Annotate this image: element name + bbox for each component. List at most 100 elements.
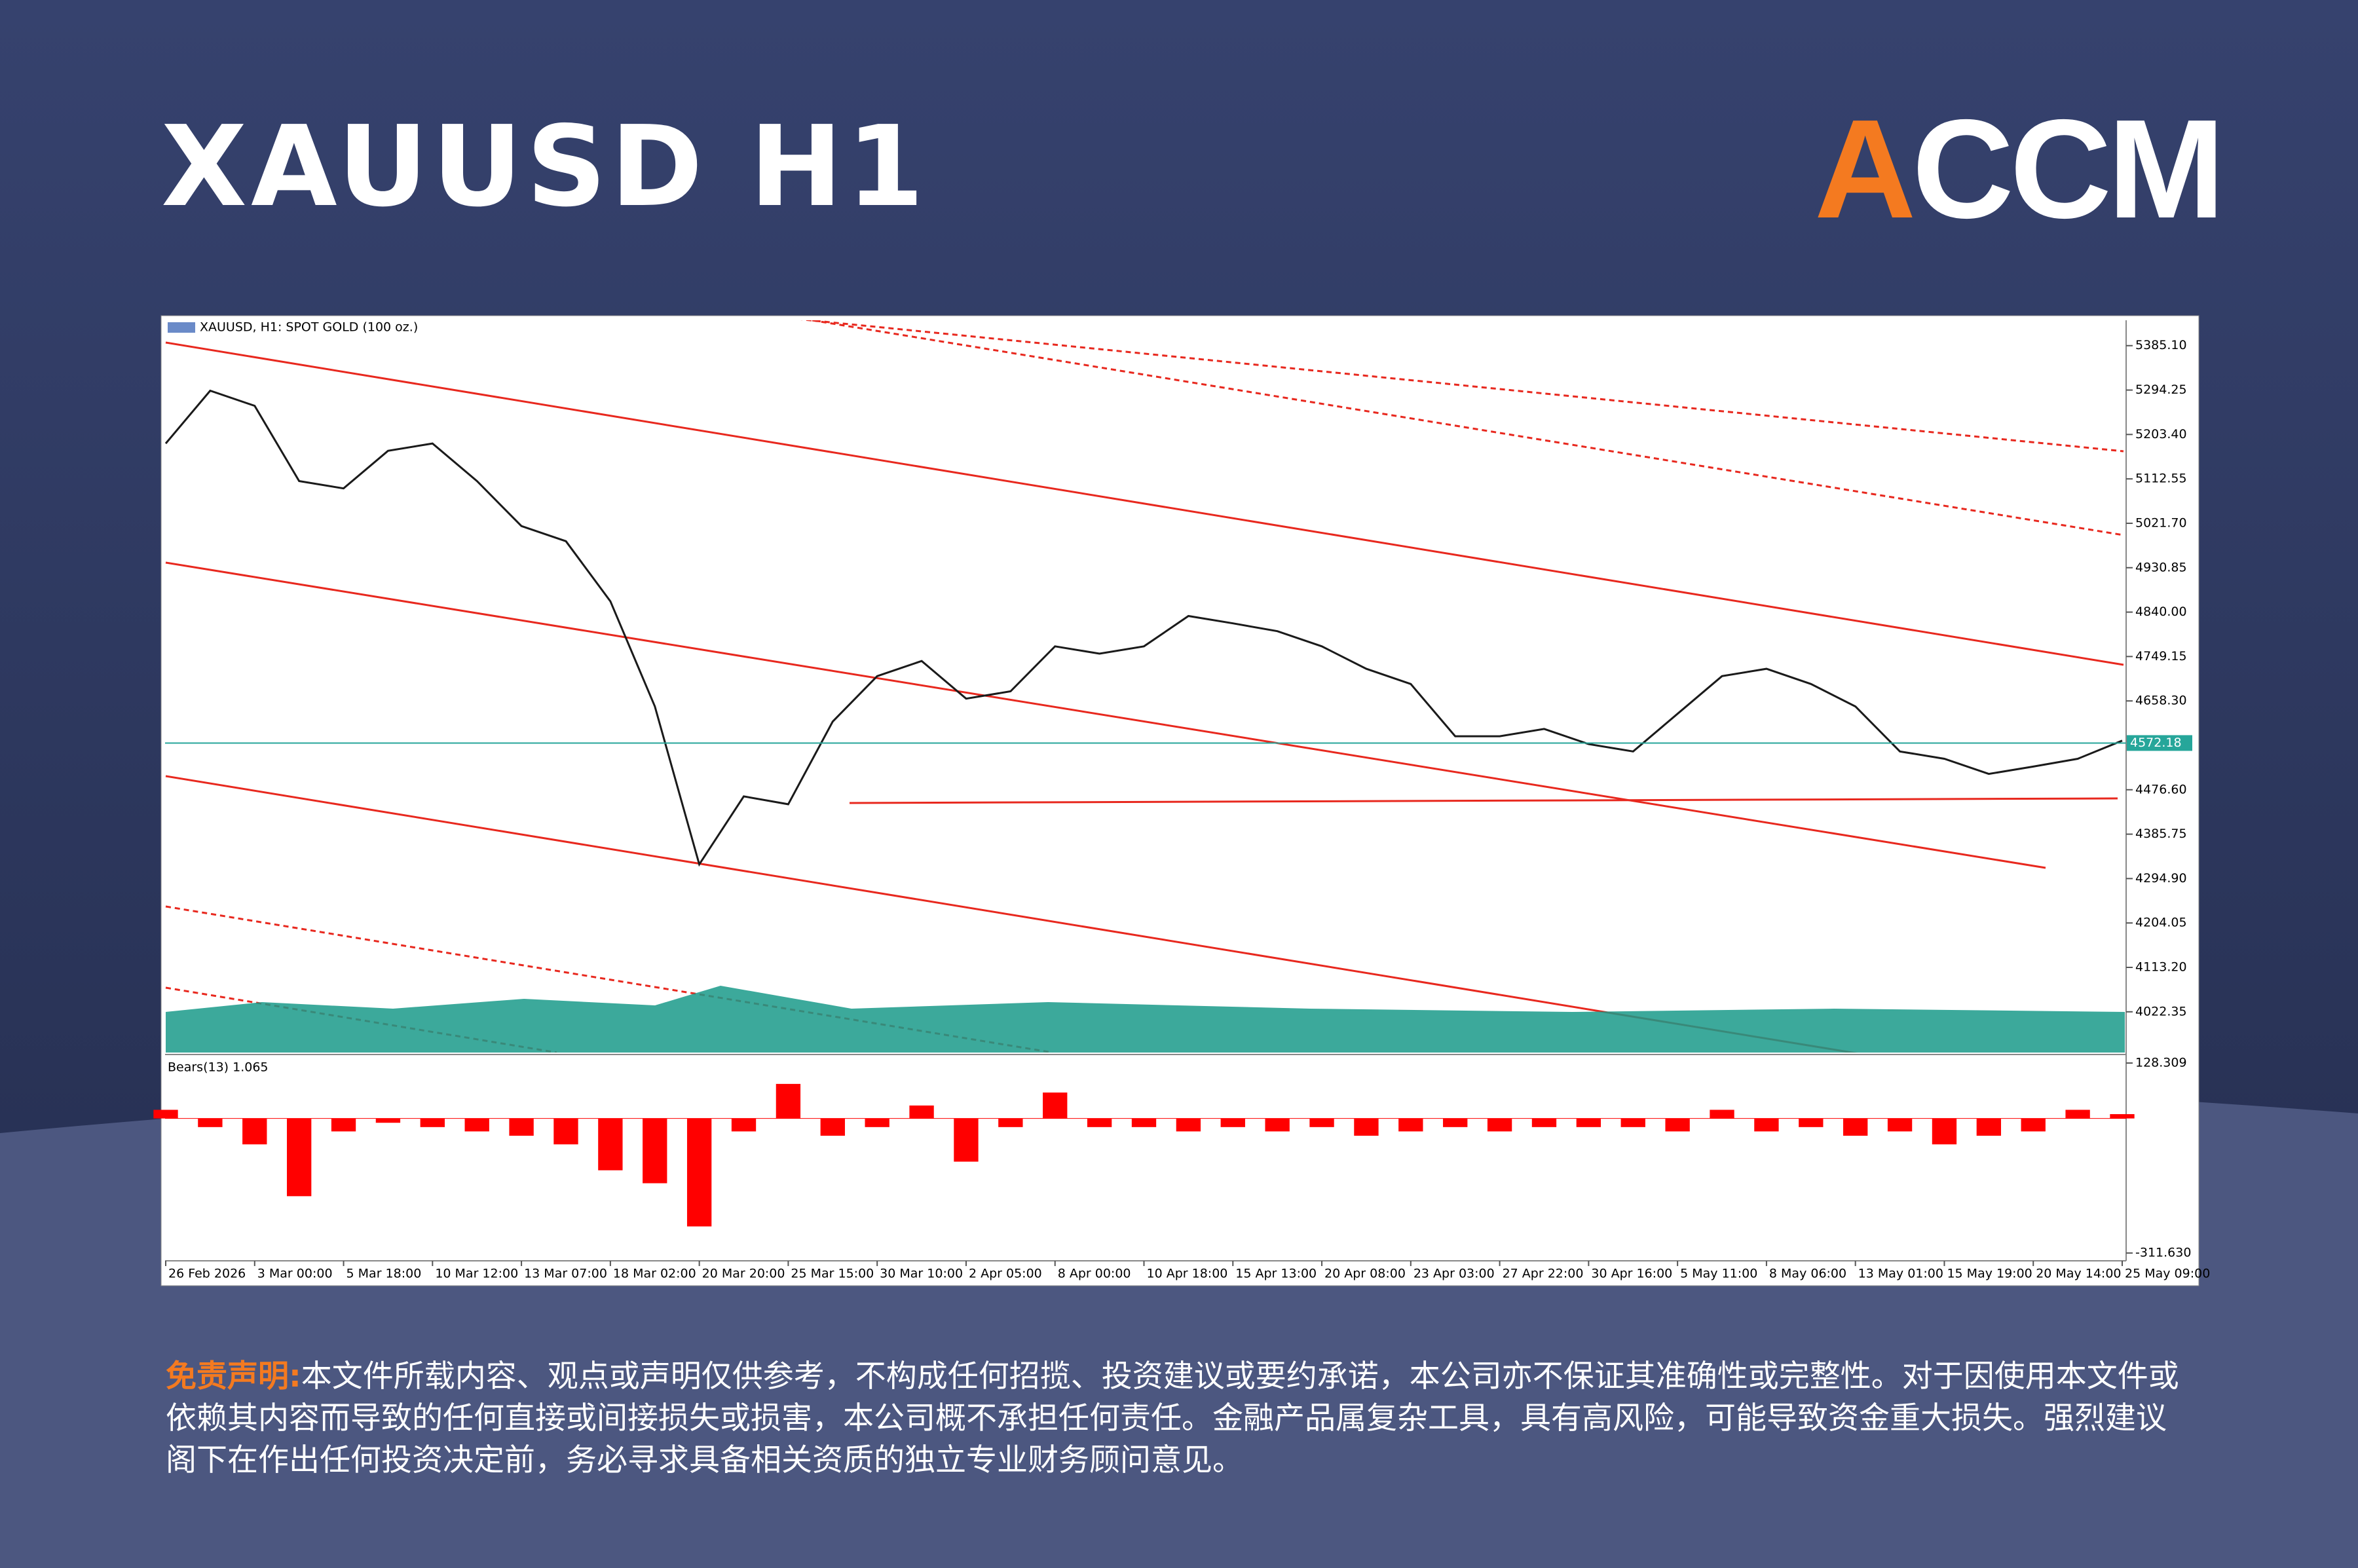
bears-bar — [2110, 1114, 2135, 1119]
price-line — [164, 389, 2123, 867]
x-tick-label: 13 May 01:00 — [1858, 1267, 1943, 1281]
bears-bar — [1354, 1118, 1379, 1136]
indicator-title: Bears(13) 1.065 — [168, 1060, 269, 1075]
x-tick-label: 27 Apr 22:00 — [1503, 1267, 1584, 1281]
bears-bar — [509, 1118, 534, 1136]
bears-bar — [375, 1118, 401, 1123]
channel-line — [165, 341, 2124, 666]
bears-bar — [153, 1110, 178, 1119]
bears-bar — [731, 1118, 757, 1132]
chart-header: XAUUSD, H1: SPOT GOLD (100 oz.) — [200, 320, 418, 335]
y-tick-label: 4840.00 — [2135, 605, 2187, 619]
x-tick-label: 15 Apr 13:00 — [1235, 1267, 1317, 1281]
page-title: XAUUSD H1 — [161, 102, 928, 232]
disclaimer: 免责声明:本文件所载内容、观点或声明仅供参考，不构成任何招揽、投资建议或要约承诺… — [166, 1356, 2190, 1482]
bears-bar — [998, 1118, 1023, 1127]
y-tick-label: 4930.85 — [2135, 560, 2187, 574]
y-tick-label: 4385.75 — [2135, 827, 2187, 841]
y-tick-label: 5294.25 — [2135, 383, 2187, 397]
bears-bar — [1754, 1118, 1779, 1132]
bears-bar — [954, 1118, 979, 1162]
bears-bar — [909, 1105, 934, 1119]
channel-dashed — [800, 320, 2124, 453]
x-tick-label: 15 May 19:00 — [1947, 1267, 2032, 1281]
y-tick-label: 5021.70 — [2135, 515, 2187, 530]
bears-bar — [1799, 1118, 1824, 1127]
x-tick-label: 18 Mar 02:00 — [613, 1267, 696, 1281]
bears-bar — [1309, 1118, 1334, 1127]
x-tick-label: 26 Feb 2026 — [168, 1267, 246, 1281]
bears-bar — [198, 1118, 223, 1127]
bears-bar — [420, 1118, 445, 1127]
x-tick-label: 10 Apr 18:00 — [1147, 1267, 1228, 1281]
logo: ACCM — [1814, 90, 2225, 248]
disclaimer-label: 免责声明: — [166, 1358, 301, 1394]
bears-bar — [1531, 1118, 1557, 1127]
bears-bar — [553, 1118, 578, 1145]
bears-bar — [242, 1118, 267, 1145]
bears-bar — [1131, 1118, 1157, 1127]
x-tick-label: 8 Apr 00:00 — [1058, 1267, 1131, 1281]
y-tick-label: 4476.60 — [2135, 782, 2187, 796]
y-tick-label: -311.630 — [2135, 1246, 2191, 1260]
bears-bar — [1043, 1092, 1068, 1119]
volume-band — [166, 986, 2125, 1053]
bears-bar — [331, 1118, 356, 1132]
x-tick-label: 20 May 14:00 — [2036, 1267, 2121, 1281]
y-tick-label: 5203.40 — [2135, 427, 2187, 441]
bears-bar — [2021, 1118, 2046, 1132]
bears-bar — [1710, 1110, 1734, 1119]
bears-bar — [1620, 1118, 1645, 1127]
bears-bar — [1843, 1118, 1868, 1136]
x-tick-label: 5 May 11:00 — [1680, 1267, 1757, 1281]
y-tick-label: 4294.90 — [2135, 871, 2187, 886]
bears-bar — [1976, 1118, 2002, 1136]
bears-bar — [776, 1083, 801, 1119]
x-tick-label: 30 Mar 10:00 — [880, 1267, 963, 1281]
x-tick-label: 30 Apr 16:00 — [1591, 1267, 1672, 1281]
bears-bar — [286, 1118, 312, 1197]
y-tick-label: 128.309 — [2135, 1056, 2187, 1070]
horizontal-level — [849, 797, 2118, 804]
x-tick-label: 10 Mar 12:00 — [435, 1267, 518, 1281]
x-tick-label: 8 May 06:00 — [1769, 1267, 1846, 1281]
channel-line — [165, 775, 1858, 1053]
bears-bar — [1220, 1118, 1245, 1127]
x-tick-label: 25 May 09:00 — [2125, 1267, 2210, 1281]
bears-bar — [1265, 1118, 1290, 1132]
channel-lines — [165, 320, 2124, 1053]
x-tick-label: 23 Apr 03:00 — [1413, 1267, 1495, 1281]
x-tick-label: 20 Mar 20:00 — [702, 1267, 785, 1281]
y-tick-label: 5112.55 — [2135, 472, 2187, 486]
x-tick-label: 2 Apr 05:00 — [969, 1267, 1042, 1281]
y-tick-label: 4658.30 — [2135, 694, 2187, 708]
bears-bar — [464, 1118, 489, 1132]
x-tick-label: 3 Mar 00:00 — [257, 1267, 333, 1281]
x-tick-label: 20 Apr 08:00 — [1324, 1267, 1406, 1281]
x-tick-label: 5 Mar 18:00 — [346, 1267, 422, 1281]
channel-dashed — [165, 905, 1053, 1053]
last-price-box — [2127, 735, 2192, 751]
y-tick-label: 4204.05 — [2135, 916, 2187, 930]
bears-bar — [598, 1118, 623, 1170]
bears-bar — [1887, 1118, 1913, 1132]
bears-bar — [1398, 1118, 1423, 1132]
bears-bar — [1665, 1118, 1690, 1132]
bears-bar — [1443, 1118, 1468, 1127]
bears-bar — [865, 1118, 889, 1127]
bears-bar — [1487, 1118, 1512, 1132]
x-tick-label: 13 Mar 07:00 — [524, 1267, 607, 1281]
chart-panel — [160, 315, 2199, 1286]
chart-icons — [168, 322, 195, 333]
x-tick-label: 25 Mar 15:00 — [791, 1267, 874, 1281]
y-tick-label: 4022.35 — [2135, 1004, 2187, 1018]
y-tick-label: 5385.10 — [2135, 338, 2187, 352]
bears-bar — [820, 1118, 845, 1136]
channel-dashed — [812, 320, 2124, 536]
bears-bar — [686, 1118, 712, 1227]
channel-line — [165, 561, 2046, 869]
bears-bar — [643, 1118, 667, 1184]
bears-bar — [2065, 1110, 2090, 1119]
bears-bar — [1176, 1118, 1201, 1132]
